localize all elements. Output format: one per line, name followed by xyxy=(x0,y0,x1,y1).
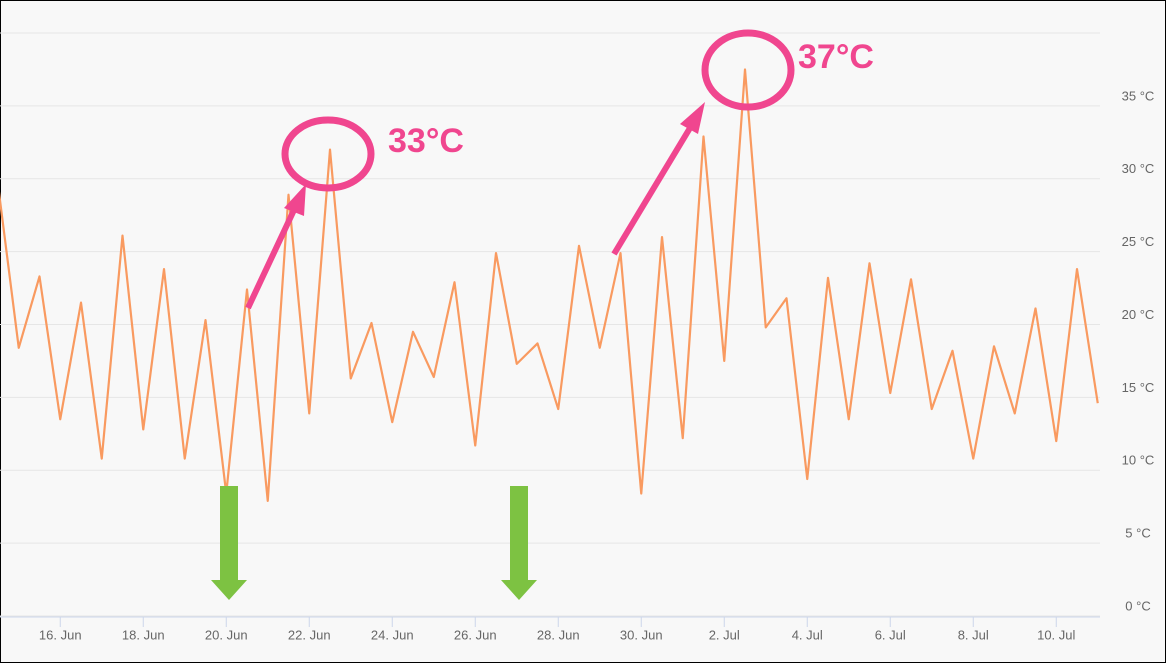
circle xyxy=(701,29,795,111)
temperature-line xyxy=(0,68,1099,502)
x-tick-label: 6. Jul xyxy=(875,627,906,642)
x-tick-label: 22. Jun xyxy=(288,627,331,642)
y-tick-label: 10 °C xyxy=(1122,453,1155,468)
y-tick-label: 15 °C xyxy=(1122,380,1155,395)
grid: 0 °C 5 °C 10 °C 15 °C 20 °C 25 °C 30 °C 35 °C 16… xyxy=(0,88,1154,642)
arrow xyxy=(611,126,693,256)
x-tick-label: 20. Jun xyxy=(205,627,248,642)
x-tick-label: 30. Jun xyxy=(620,627,663,642)
annotations: 33°C 37°C xyxy=(211,29,874,600)
x-tick-label: 16. Jun xyxy=(39,627,82,642)
x-tick-label: 8. Jul xyxy=(958,627,989,642)
green-arrow xyxy=(510,486,528,582)
x-tick-label: 10. Jul xyxy=(1037,627,1075,642)
y-tick-label: 30 °C xyxy=(1122,161,1155,176)
annotation: 33°C xyxy=(388,122,464,160)
y-tick-label: 20 °C xyxy=(1122,307,1155,322)
arrowhead xyxy=(284,184,306,216)
green-arrowhead xyxy=(211,580,247,600)
x-tick-label: 24. Jun xyxy=(371,627,414,642)
y-tick-label: 5 °C xyxy=(1125,526,1150,541)
y-tick-label: 25 °C xyxy=(1122,234,1155,249)
x-tick-label: 18. Jun xyxy=(122,627,165,642)
circle xyxy=(281,116,375,192)
x-tick-label: 26. Jun xyxy=(454,627,497,642)
x-tick-label: 4. Jul xyxy=(792,627,823,642)
green-arrow xyxy=(220,486,238,582)
annotation: 37°C xyxy=(798,38,874,76)
green-arrowhead xyxy=(501,580,537,600)
marks xyxy=(0,68,1099,502)
y-tick-label: 0 °C xyxy=(1125,598,1150,613)
x-tick-label: 28. Jun xyxy=(537,627,580,642)
arrowhead xyxy=(680,102,705,134)
y-tick-label: 35 °C xyxy=(1122,88,1155,103)
arrow xyxy=(245,208,297,310)
x-tick-label: 2. Jul xyxy=(709,627,740,642)
